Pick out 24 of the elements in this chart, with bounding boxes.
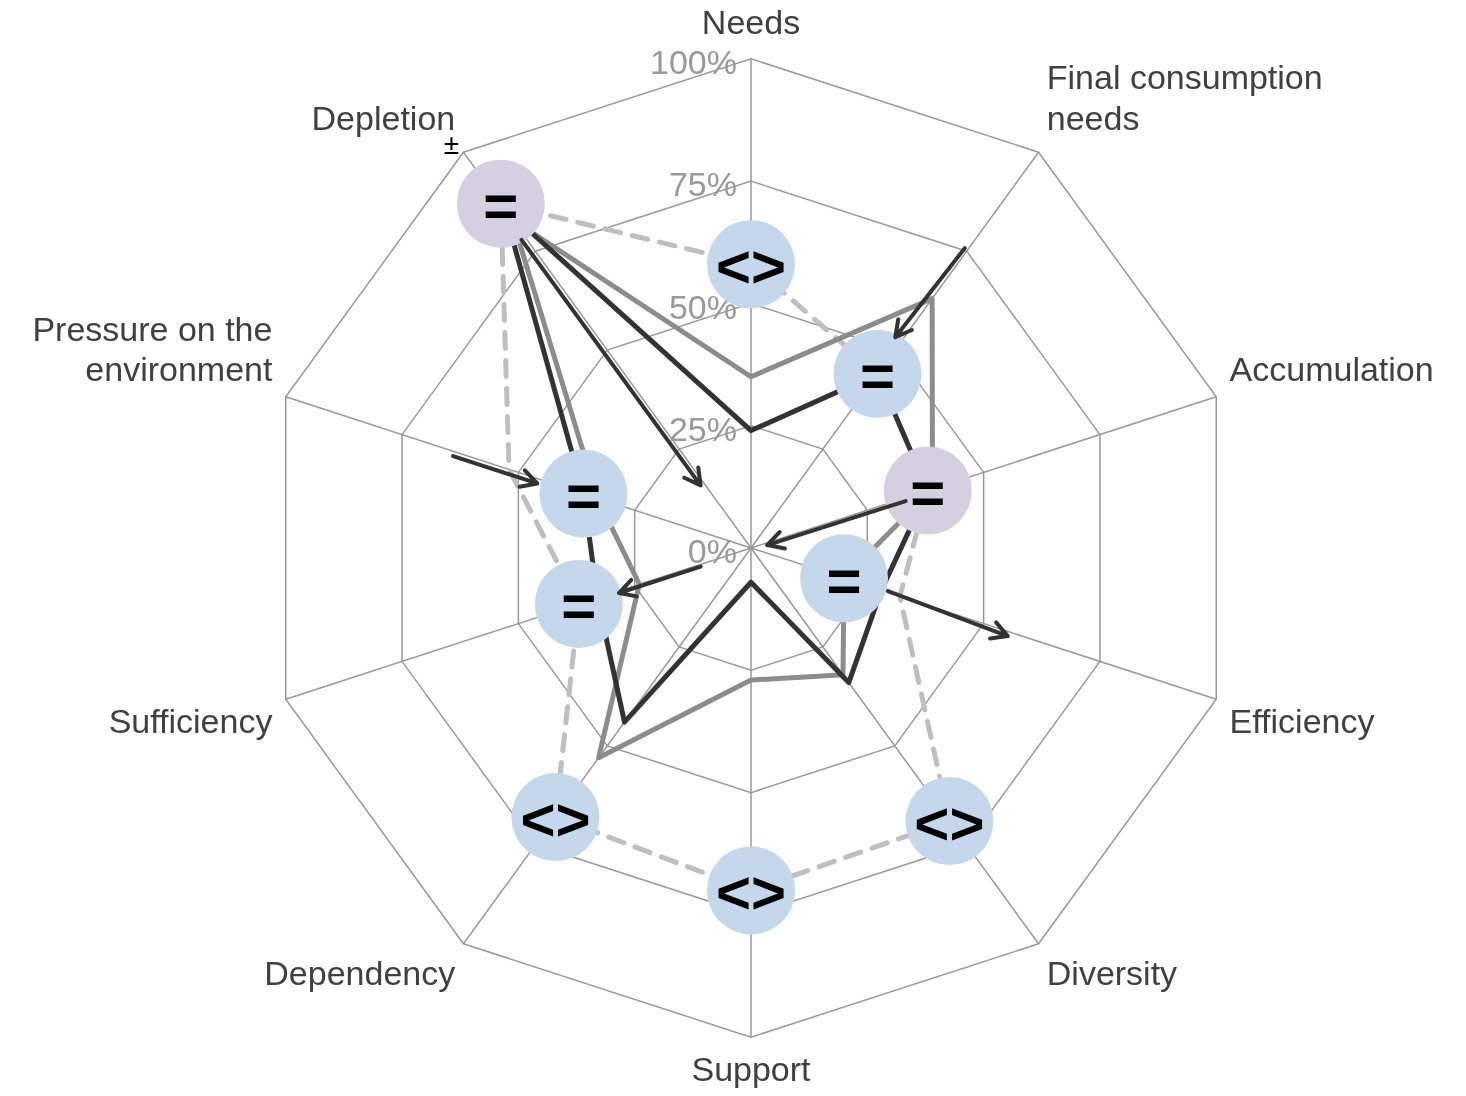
text: <>: [914, 789, 985, 857]
text: =: [565, 462, 602, 530]
spoke-label: Depletion: [311, 98, 456, 137]
y-tick-label: 50%: [668, 287, 737, 326]
text: =: [483, 172, 519, 240]
spoke-label: Support: [691, 1049, 812, 1088]
spoke-label: Diversity: [1046, 953, 1178, 992]
text: =: [910, 459, 946, 527]
text: =: [561, 572, 597, 640]
text: <>: [715, 858, 787, 926]
text: =: [826, 546, 862, 614]
y-tick-label: 0%: [687, 532, 737, 571]
spoke-label: Pressure on the environment: [32, 309, 273, 389]
spoke-label: Efficiency: [1229, 702, 1375, 741]
y-tick-label: 100%: [650, 43, 737, 82]
text: =: [860, 342, 896, 410]
y-tick-label: 75%: [668, 165, 737, 204]
spoke-label: Accumulation: [1229, 350, 1434, 389]
spoke-label: Needs: [701, 2, 801, 41]
spoke-label: Dependency: [264, 953, 456, 992]
spoke-label: Sufficiency: [108, 702, 273, 741]
y-tick-label: 25%: [668, 410, 737, 449]
spoke-label: Final consumption needs: [1046, 58, 1323, 137]
text: <>: [520, 785, 591, 853]
